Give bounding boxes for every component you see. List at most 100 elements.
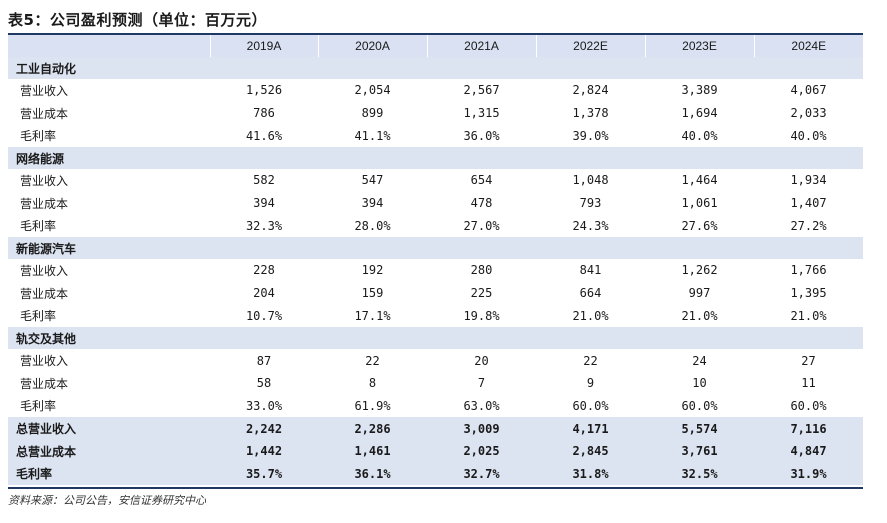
section-header-row: 工业自动化 [8, 57, 863, 79]
section-name: 网络能源 [8, 147, 863, 170]
value-cell: 1,934 [790, 173, 827, 188]
value-cell: 2,824 [572, 83, 609, 98]
table-row: 营业成本 204 159 225 664 997 1,395 [8, 282, 863, 305]
value-cell: 27.6% [681, 218, 718, 233]
total-value-cell: 4,171 [536, 417, 645, 440]
total-value-cell: 2,845 [536, 439, 645, 463]
table-row: 营业收入 582 547 654 1,048 1,464 1,934 [8, 169, 863, 192]
value-cell: 19.8% [463, 308, 500, 323]
value-cell: 1,378 [572, 106, 609, 121]
total-value-cell: 4,847 [754, 439, 863, 463]
table-row: 毛利率 10.7% 17.1% 19.8% 21.0% 21.0% 21.0% [8, 305, 863, 328]
value-cell: 40.0% [790, 128, 827, 143]
table-row: 营业收入 228 192 280 841 1,262 1,766 [8, 259, 863, 282]
total-value-cell: 1,442 [210, 439, 318, 463]
value-cell: 1,526 [245, 83, 283, 98]
value-cell: 7 [477, 376, 486, 391]
value-cell: 27.2% [790, 218, 827, 233]
value-cell: 228 [253, 263, 275, 278]
table-body: 工业自动化 营业收入 1,526 2,054 2,567 2,824 3,389 4,067 营… [8, 57, 863, 486]
value-cell: 478 [470, 196, 493, 211]
value-cell: 159 [361, 286, 384, 301]
section-name: 新能源汽车 [8, 237, 863, 260]
value-cell: 394 [361, 196, 384, 211]
value-cell: 24 [692, 353, 707, 368]
value-cell: 204 [253, 286, 275, 301]
value-cell: 793 [579, 196, 602, 211]
value-cell: 2,033 [790, 106, 827, 121]
table-title: 表5：公司盈利预测（单位：百万元） [8, 11, 267, 29]
value-cell: 32.3% [245, 218, 283, 233]
total-value-cell: 32.5% [645, 462, 754, 486]
value-cell: 1,395 [790, 286, 827, 301]
source-note: 资料来源：公司公告，安信证券研究中心 [8, 494, 206, 507]
header-2019a: 2019A [209, 35, 318, 57]
value-cell: 1,061 [681, 196, 718, 211]
value-cell: 4,067 [790, 83, 827, 98]
section-header-row: 网络能源 [8, 147, 863, 170]
total-value-cell: 1,461 [318, 439, 427, 463]
header-2021a: 2021A [426, 35, 536, 57]
section-name: 轨交及其他 [8, 327, 863, 350]
header-2020a: 2020A [317, 35, 427, 57]
value-cell: 1,407 [790, 196, 827, 211]
value-cell: 997 [688, 286, 711, 301]
value-cell: 21.0% [572, 308, 609, 323]
total-value-cell: 5,574 [645, 417, 754, 440]
total-label: 毛利率 [8, 462, 210, 486]
value-cell: 582 [253, 173, 275, 188]
total-value-cell: 35.7% [210, 462, 318, 486]
total-row: 总营业收入 2,242 2,286 3,009 4,171 5,574 7,116 [8, 417, 863, 440]
total-row: 毛利率 35.7% 36.1% 32.7% 31.8% 32.5% 31.9% [8, 462, 863, 486]
bottom-rule [8, 487, 863, 489]
table-row: 营业成本 58 8 7 9 10 11 [8, 372, 863, 395]
row-label: 营业成本 [20, 196, 69, 211]
total-value-cell: 3,761 [645, 439, 754, 463]
value-cell: 1,315 [463, 106, 500, 121]
row-label: 营业收入 [20, 354, 69, 369]
value-cell: 39.0% [572, 128, 609, 143]
total-value-cell: 7,116 [754, 417, 863, 440]
total-row: 总营业成本 1,442 1,461 2,025 2,845 3,761 4,847 [8, 439, 863, 463]
value-cell: 87 [256, 353, 272, 368]
total-value-cell: 2,242 [210, 417, 318, 440]
row-label: 毛利率 [20, 309, 57, 324]
value-cell: 21.0% [790, 308, 827, 323]
value-cell: 11 [801, 376, 816, 391]
header-row: 2019A 2020A 2021A 2022E 2023E 2024E [8, 35, 863, 57]
value-cell: 1,464 [681, 173, 718, 188]
value-cell: 60.0% [790, 398, 827, 413]
total-value-cell: 31.8% [536, 462, 645, 486]
total-value-cell: 32.7% [427, 462, 536, 486]
table-row: 毛利率 32.3% 28.0% 27.0% 24.3% 27.6% 27.2% [8, 214, 863, 237]
row-label: 营业收入 [20, 263, 69, 278]
value-cell: 41.1% [354, 128, 391, 143]
value-cell: 9 [586, 376, 595, 391]
header-2023e: 2023E [644, 35, 754, 57]
header-label-cell [8, 35, 210, 57]
row-label: 营业成本 [20, 106, 69, 121]
table-row: 营业收入 1,526 2,054 2,567 2,824 3,389 4,067 [8, 79, 863, 102]
value-cell: 10.7% [245, 308, 283, 323]
value-cell: 3,389 [681, 83, 718, 98]
value-cell: 60.0% [572, 398, 609, 413]
row-label: 毛利率 [20, 219, 57, 234]
top-rule [8, 33, 863, 35]
total-value-cell: 36.1% [318, 462, 427, 486]
header-2024e: 2024E [753, 35, 863, 57]
row-label: 毛利率 [20, 129, 57, 144]
table-row: 营业成本 394 394 478 793 1,061 1,407 [8, 192, 863, 215]
profit-forecast-table: 2019A 2020A 2021A 2022E 2023E 2024E 工业自动… [8, 35, 863, 486]
total-value-cell: 2,286 [318, 417, 427, 440]
row-label: 营业收入 [20, 173, 69, 188]
value-cell: 22 [583, 353, 598, 368]
row-label: 营业收入 [20, 83, 69, 98]
value-cell: 394 [253, 196, 275, 211]
section-name: 工业自动化 [8, 57, 863, 79]
value-cell: 192 [361, 263, 384, 278]
total-value-cell: 2,025 [427, 439, 536, 463]
value-cell: 36.0% [463, 128, 500, 143]
total-label: 总营业收入 [8, 417, 210, 440]
table-row: 毛利率 41.6% 41.1% 36.0% 39.0% 40.0% 40.0% [8, 124, 863, 147]
value-cell: 20 [474, 353, 489, 368]
